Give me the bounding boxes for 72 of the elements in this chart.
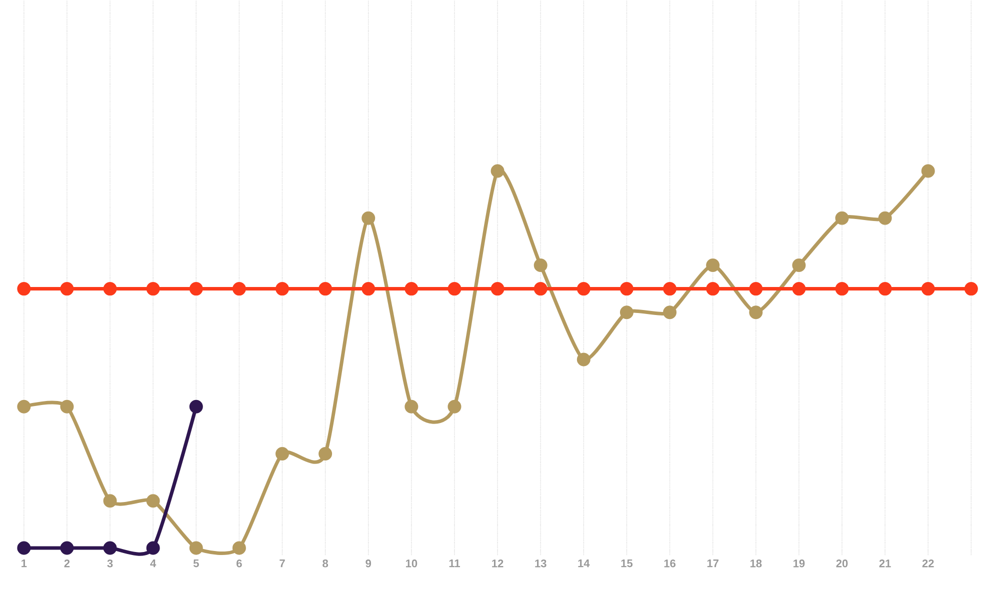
- point: [490, 164, 504, 178]
- point: [964, 282, 978, 296]
- x-tick-label: 19: [794, 560, 805, 568]
- point: [534, 282, 548, 296]
- x-tick-label: 16: [664, 560, 676, 568]
- x-tick-label: 8: [322, 560, 328, 568]
- point: [620, 282, 634, 296]
- point: [576, 352, 590, 366]
- x-tick-label: 5: [193, 560, 199, 568]
- x-tick-label: 21: [879, 560, 891, 568]
- point: [706, 258, 720, 272]
- point: [146, 541, 160, 555]
- point: [749, 282, 763, 296]
- point: [792, 282, 806, 296]
- point: [318, 282, 332, 296]
- point: [103, 494, 117, 508]
- x-tick-label: 3: [107, 560, 113, 568]
- point: [362, 211, 376, 225]
- point: [60, 282, 74, 296]
- point: [534, 258, 548, 272]
- point: [835, 282, 849, 296]
- point: [404, 400, 418, 414]
- point: [103, 282, 117, 296]
- point: [792, 258, 806, 272]
- x-tick-label: 17: [707, 560, 718, 568]
- point: [276, 446, 290, 460]
- point: [448, 400, 462, 414]
- point: [17, 541, 31, 555]
- point: [663, 282, 677, 296]
- x-tick-label: 9: [366, 560, 372, 568]
- x-tick-label: 20: [836, 560, 848, 568]
- point: [189, 541, 203, 555]
- point: [404, 282, 418, 296]
- point: [448, 282, 462, 296]
- point: [921, 282, 935, 296]
- point: [146, 282, 160, 296]
- x-tick-label: 12: [492, 560, 504, 568]
- point: [189, 400, 203, 414]
- point: [232, 541, 246, 555]
- point: [490, 282, 504, 296]
- x-tick-label: 11: [449, 560, 460, 568]
- x-tick-label: 2: [64, 560, 70, 568]
- point: [189, 282, 203, 296]
- x-tick-label: 6: [236, 560, 242, 568]
- point: [146, 494, 160, 508]
- point: [878, 282, 892, 296]
- x-tick-label: 18: [750, 560, 762, 568]
- point: [835, 211, 849, 225]
- point: [620, 306, 634, 320]
- x-tick-label: 4: [150, 560, 156, 568]
- point: [663, 306, 677, 320]
- point: [318, 446, 332, 460]
- point: [576, 282, 590, 296]
- point: [232, 282, 246, 296]
- x-tick-label: 22: [922, 560, 934, 568]
- point: [921, 164, 935, 178]
- point: [17, 400, 31, 414]
- x-tick-label: 13: [535, 560, 546, 568]
- point: [749, 306, 763, 320]
- point: [60, 541, 74, 555]
- point: [276, 282, 290, 296]
- point: [60, 400, 74, 414]
- x-tick-label: 14: [578, 560, 590, 568]
- point: [17, 282, 31, 296]
- x-tick-label: 10: [406, 560, 418, 568]
- x-tick-label: 15: [621, 560, 633, 568]
- point: [103, 541, 117, 555]
- point: [362, 282, 376, 296]
- x-tick-label: 7: [280, 560, 285, 568]
- point: [878, 211, 892, 225]
- point: [706, 282, 720, 296]
- x-tick-label: 1: [22, 560, 27, 568]
